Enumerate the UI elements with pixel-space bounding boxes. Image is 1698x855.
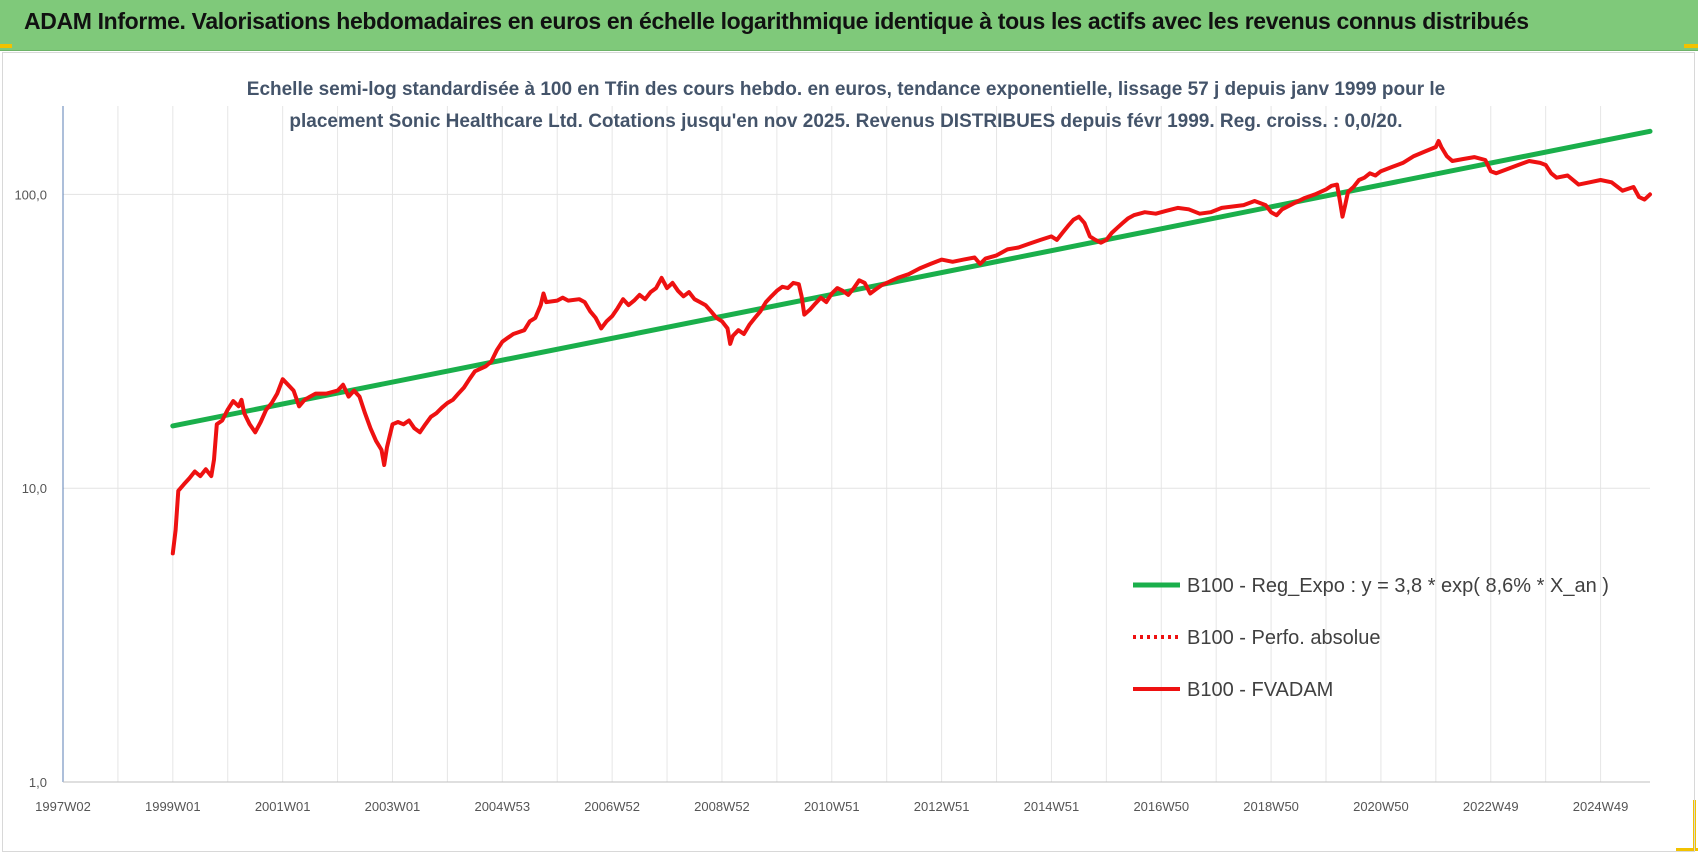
x-tick-label: 2004W53: [474, 799, 530, 814]
x-tick-label: 2008W52: [694, 799, 750, 814]
x-tick-label: 2020W50: [1353, 799, 1409, 814]
gridlines: [62, 106, 1650, 783]
y-tick-label: 10,0: [22, 481, 47, 496]
x-tick-label: 2006W52: [584, 799, 640, 814]
corner-mark-bottom-right-h: [1676, 848, 1698, 851]
header-banner: ADAM Informe. Valorisations hebdomadaire…: [0, 0, 1698, 51]
legend-label-2: B100 - FVADAM: [1187, 679, 1333, 701]
chart-subtitle-line-2: placement Sonic Healthcare Ltd. Cotation…: [289, 111, 1402, 132]
x-tick-label: 1999W01: [145, 799, 201, 814]
y-tick-label: 100,0: [14, 187, 47, 202]
y-tick-labels: 100,0 10,0 1,0: [14, 187, 47, 790]
chart-subtitle-line-1: Echelle semi-log standardisée à 100 en T…: [247, 79, 1445, 100]
x-tick-labels: 1997W02 1999W01 2001W01 2003W01 2004W53 2006W…: [35, 799, 1628, 814]
x-tick-label: 2010W51: [804, 799, 860, 814]
x-tick-label: 2003W01: [365, 799, 421, 814]
legend-label-1: B100 - Perfo. absolue: [1187, 627, 1380, 649]
x-tick-label: 1997W02: [35, 799, 91, 814]
legend-label-0: B100 - Reg_Expo : y = 3,8 * exp( 8,6% * …: [1187, 575, 1609, 597]
corner-mark-top-left: [0, 44, 12, 48]
legend: B100 - Reg_Expo : y = 3,8 * exp( 8,6% * …: [1133, 575, 1609, 701]
x-tick-label: 2024W49: [1573, 799, 1629, 814]
x-tick-label: 2001W01: [255, 799, 311, 814]
x-tick-label: 2016W50: [1133, 799, 1189, 814]
corner-mark-top-right: [1684, 44, 1698, 48]
x-tick-label: 2012W51: [914, 799, 970, 814]
series-line-0: [170, 128, 1653, 429]
page-title: ADAM Informe. Valorisations hebdomadaire…: [24, 8, 1529, 34]
y-tick-label: 1,0: [29, 775, 47, 790]
x-tick-label: 2014W51: [1024, 799, 1080, 814]
series-layer: [170, 128, 1653, 556]
series-line-2: [170, 139, 1652, 556]
chart-frame: [2, 52, 1695, 852]
x-tick-label: 2022W49: [1463, 799, 1519, 814]
x-tick-label: 2018W50: [1243, 799, 1299, 814]
